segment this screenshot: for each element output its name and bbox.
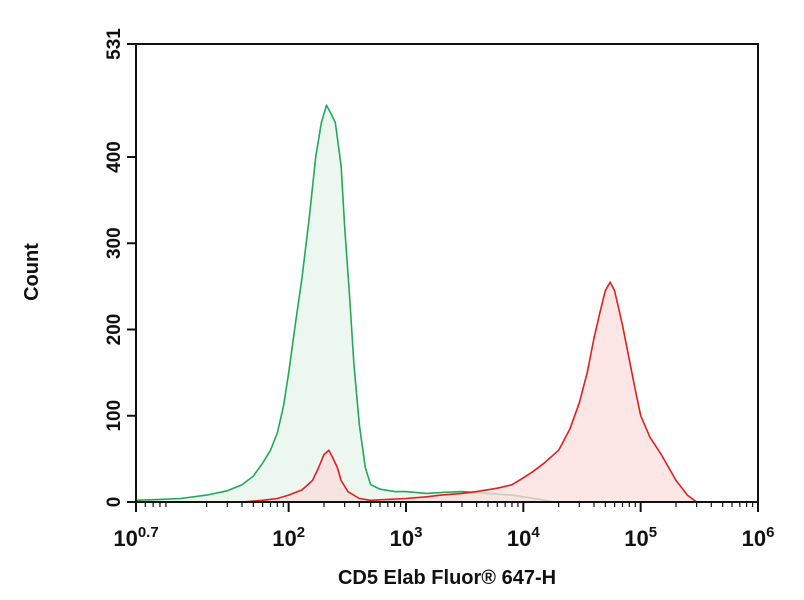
x-tick-label: 106 — [742, 524, 775, 551]
x-tick-label: 104 — [507, 524, 540, 551]
y-tick-label: 100 — [104, 400, 125, 432]
series-layer — [136, 104, 698, 502]
x-tick-label: 105 — [624, 524, 657, 551]
series-2-area — [242, 282, 697, 502]
series-1-line — [136, 104, 554, 502]
y-tick-label: 531 — [104, 28, 125, 60]
x-axis-title: CD5 Elab Fluor® 647-H — [338, 567, 556, 589]
x-tick-label: 100.7 — [113, 524, 158, 551]
series-2-line — [241, 281, 698, 502]
x-tick-label: 103 — [390, 524, 423, 551]
plot-frame — [135, 43, 759, 503]
x-tick-label: 102 — [272, 524, 305, 551]
x-axis: 100.7 102 103 104 105 106 — [113, 502, 774, 551]
y-tick-label: 300 — [104, 227, 125, 259]
y-tick-label: 400 — [104, 141, 125, 173]
series-1-area — [136, 105, 554, 502]
y-tick-label: 0 — [104, 497, 125, 508]
y-axis-title: Count — [21, 243, 43, 301]
y-tick-label: 200 — [104, 314, 125, 346]
y-axis: 0 100 200 300 400 531 — [104, 28, 136, 508]
